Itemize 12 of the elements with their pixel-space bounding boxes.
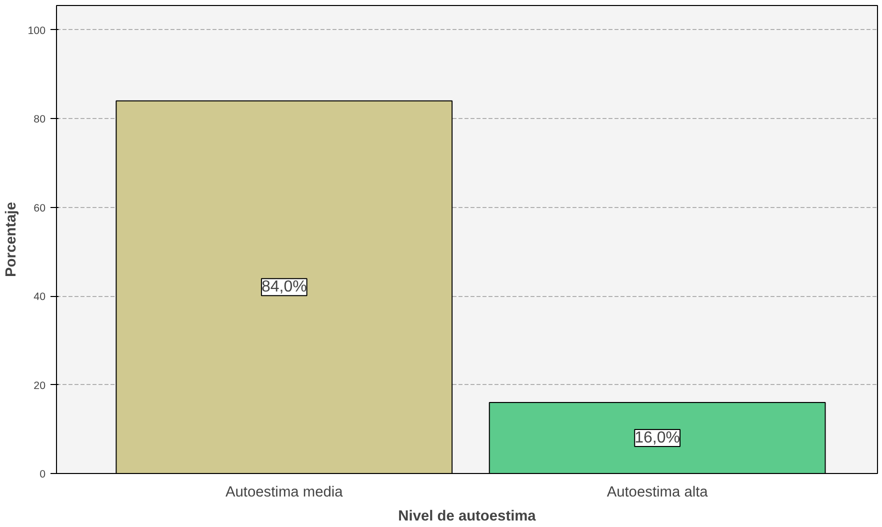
x-tick-label: Autoestima media <box>225 484 344 500</box>
y-tick-label: 20 <box>34 380 46 392</box>
data-label: 16,0% <box>634 430 680 447</box>
x-tick-label: Autoestima alta <box>606 484 709 500</box>
y-tick-label: 0 <box>40 468 46 480</box>
y-tick-label: 60 <box>34 202 46 214</box>
x-axis-title: Nivel de autoestima <box>398 508 537 524</box>
data-label: 84,0% <box>261 278 307 296</box>
y-tick-label: 100 <box>28 24 46 37</box>
y-tick-label: 80 <box>34 114 46 126</box>
y-axis-title: Porcentaje <box>4 202 20 277</box>
y-tick-label: 40 <box>34 291 46 304</box>
